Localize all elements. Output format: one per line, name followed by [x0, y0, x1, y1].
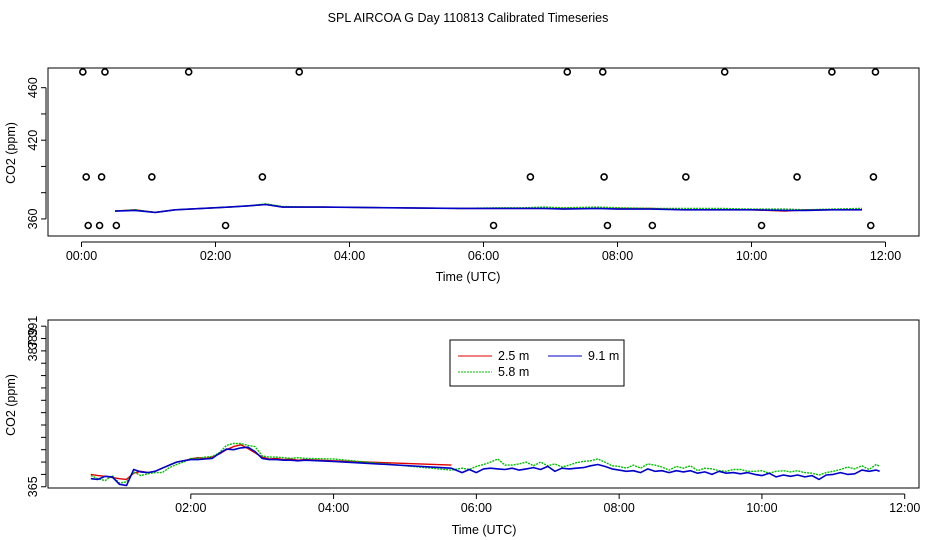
- bottom-x-axis: 02:00 04:00 06:00 08:00 10:00 12:00: [175, 493, 920, 515]
- x-tick-label: 02:00: [200, 249, 231, 263]
- data-point: [869, 173, 878, 181]
- x-tick-label: 06:00: [468, 249, 499, 263]
- x-tick-label: 08:00: [602, 249, 633, 263]
- x-tick-label: 06:00: [461, 501, 492, 515]
- top-x-axis: 00:00 02:00 04:00 06:00 08:00 10:00 12:00: [66, 241, 901, 263]
- x-tick-label: 08:00: [604, 501, 635, 515]
- x-tick-label: 12:00: [870, 249, 901, 263]
- data-point: [295, 68, 304, 76]
- data-point: [871, 68, 880, 76]
- top-series: [114, 203, 863, 214]
- data-point: [184, 68, 193, 76]
- legend-label-5-8m: 5.8 m: [498, 365, 529, 379]
- x-tick-label: 00:00: [66, 249, 97, 263]
- legend: 2.5 m 5.8 m 9.1 m: [449, 339, 625, 387]
- series-line-5-8-m: [90, 442, 881, 484]
- bottom-plot-frame: [47, 319, 920, 489]
- legend-label-9-1m: 9.1 m: [588, 349, 619, 363]
- x-tick-label: 04:00: [318, 501, 349, 515]
- x-tick-label: 10:00: [746, 501, 777, 515]
- x-tick-label: 12:00: [889, 501, 920, 515]
- data-point: [112, 221, 121, 230]
- y-tick-label: 420: [26, 130, 40, 151]
- data-point: [563, 68, 572, 76]
- bottom-x-label: Time (UTC): [452, 523, 517, 537]
- data-point: [603, 221, 612, 230]
- y-tick-label: 460: [26, 77, 40, 98]
- data-point: [828, 68, 836, 76]
- data-point: [79, 68, 87, 76]
- y-tick-label: 365: [26, 476, 40, 497]
- data-point: [866, 221, 875, 230]
- legend-label-2-5m: 2.5 m: [498, 349, 529, 363]
- top-plot-frame: [47, 67, 920, 237]
- data-point: [84, 221, 92, 230]
- data-point: [793, 173, 801, 181]
- bottom-y-label: CO2 (ppm): [4, 374, 18, 436]
- data-point: [757, 221, 766, 230]
- legend-box: [449, 339, 625, 387]
- data-point: [221, 221, 230, 230]
- y-tick-label: 391: [26, 316, 40, 337]
- top-y-axis: 360 420 460: [26, 77, 47, 229]
- top-x-label: Time (UTC): [436, 270, 501, 284]
- data-point: [95, 221, 104, 230]
- data-point: [526, 173, 535, 181]
- figure-title: SPL AIRCOA G Day 110813 Calibrated Times…: [328, 11, 609, 25]
- data-point: [489, 221, 498, 230]
- data-point: [682, 173, 690, 181]
- x-tick-label: 02:00: [175, 501, 206, 515]
- y-tick-label: 389: [26, 328, 40, 349]
- series-line-9-1-m: [114, 203, 862, 214]
- x-tick-label: 04:00: [334, 249, 365, 263]
- top-scatter-points: [79, 68, 880, 230]
- data-point: [148, 173, 156, 181]
- data-point: [600, 173, 608, 181]
- top-panel: 360 420 460 00:00 02:00 04:00 06:00 08:00 10:00…: [4, 67, 920, 284]
- data-point: [97, 173, 106, 181]
- top-y-label: CO2 (ppm): [4, 122, 18, 184]
- data-point: [720, 68, 729, 76]
- data-point: [101, 68, 109, 76]
- data-point: [648, 221, 657, 230]
- series-line-9-1-m: [90, 446, 880, 487]
- bottom-series: [90, 442, 881, 487]
- data-point: [598, 68, 607, 76]
- y-tick-label: 360: [26, 208, 40, 229]
- data-point: [258, 173, 267, 181]
- y-tick-label: 387: [26, 340, 40, 361]
- data-point: [82, 173, 90, 181]
- x-tick-label: 10:00: [736, 249, 767, 263]
